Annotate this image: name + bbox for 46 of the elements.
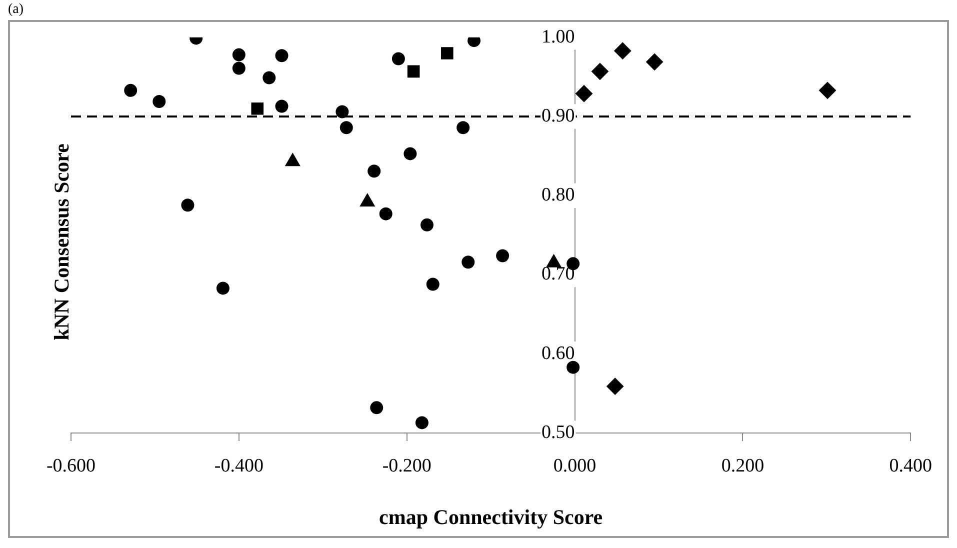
point [232, 62, 246, 75]
point [415, 416, 428, 430]
point [426, 278, 440, 291]
point [124, 84, 138, 97]
point [379, 207, 392, 220]
y-axis-title: kNN Consensus Score [50, 144, 74, 340]
point [614, 42, 632, 60]
point [420, 218, 434, 232]
point [275, 100, 288, 113]
point [262, 71, 276, 84]
point [336, 105, 349, 118]
y-tick-label: 1.00 [542, 26, 575, 48]
point [275, 49, 288, 62]
x-tick-label: -0.600 [46, 455, 96, 476]
point [819, 82, 836, 99]
point [216, 282, 230, 295]
point [407, 65, 420, 78]
x-axis-title: cmap Connectivity Score [379, 504, 603, 529]
point [181, 198, 194, 212]
x-tick-label: 0.400 [889, 455, 932, 476]
x-tick-label: 0.200 [721, 455, 764, 476]
point [456, 121, 470, 134]
point [496, 249, 510, 262]
y-tick-label: 0.80 [542, 184, 575, 206]
point [606, 378, 624, 395]
point [368, 164, 381, 178]
point [392, 52, 405, 66]
point [152, 94, 166, 108]
y-tick-label: 0.60 [542, 342, 575, 364]
x-tick-label: -0.400 [214, 455, 264, 476]
point [462, 256, 475, 269]
point [576, 85, 593, 102]
point [370, 401, 384, 414]
point [404, 147, 417, 160]
point [440, 47, 454, 60]
point [566, 360, 580, 374]
x-tick-label: 0.000 [553, 455, 596, 476]
point [591, 62, 608, 80]
y-tick-label: 0.50 [542, 422, 575, 443]
x-tick-label: -0.200 [382, 455, 432, 476]
point [232, 48, 246, 62]
point [646, 53, 664, 70]
y-tick-label: 0.90 [542, 106, 575, 127]
text: (a) [8, 2, 24, 18]
point [340, 121, 353, 134]
point [251, 102, 264, 115]
